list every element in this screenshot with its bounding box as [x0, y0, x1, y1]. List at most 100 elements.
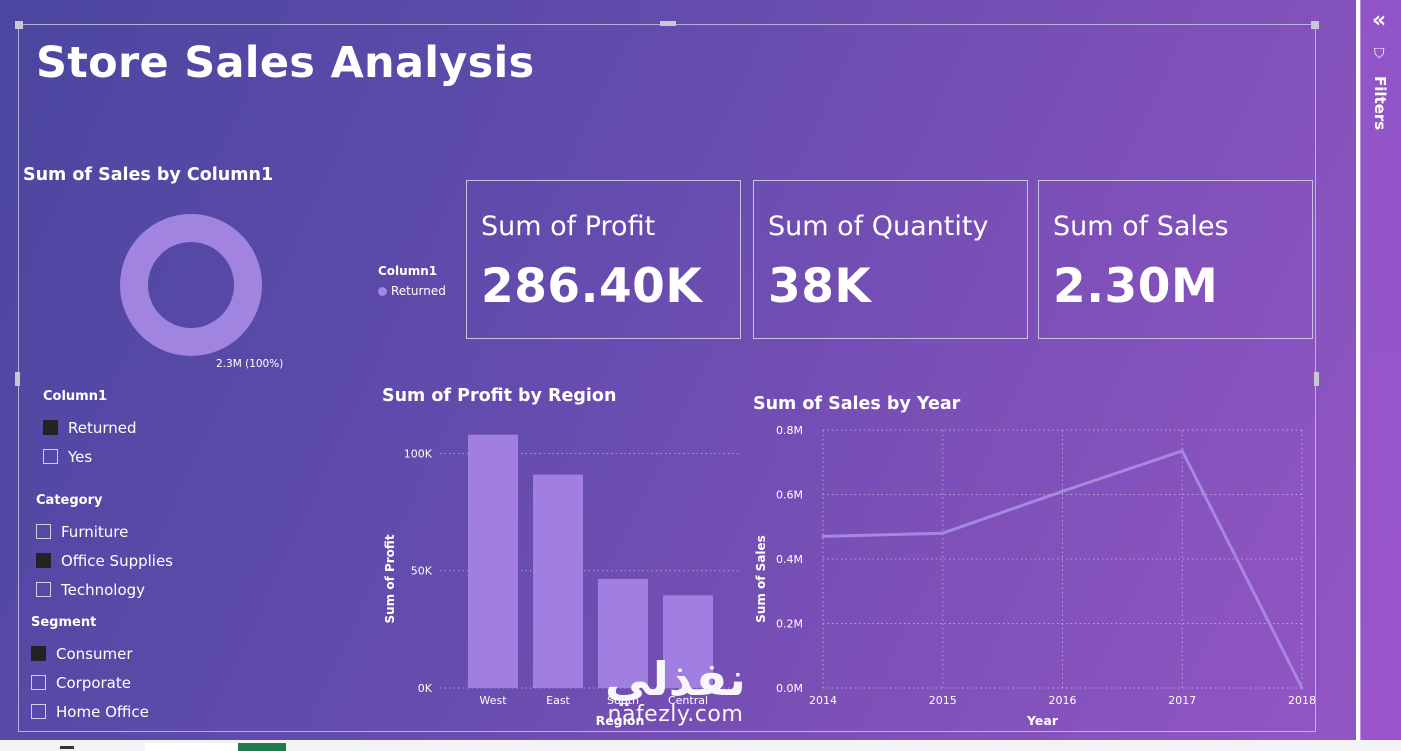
line-series-sum-of-sales[interactable] — [822, 449, 1304, 689]
slicer-item-label: Corporate — [56, 673, 131, 692]
donut-slice-returned — [120, 214, 262, 356]
slicer-item-label: Home Office — [56, 702, 149, 721]
checkbox-checked-icon[interactable] — [31, 646, 46, 661]
line-y-tick-label: 0.8M — [776, 424, 803, 437]
watermark-arabic: نفذلي — [605, 652, 746, 706]
line-x-tick-label: 2016 — [1049, 694, 1077, 707]
line-x-tick-label: 2014 — [809, 694, 837, 707]
bar-x-tick-label: South — [607, 694, 639, 707]
slicer-item-label: Returned — [68, 418, 137, 437]
donut-chart-title: Sum of Sales by Column1 — [23, 165, 274, 185]
card-value: 286.40K — [481, 259, 703, 314]
line-x-tick-label: 2017 — [1168, 694, 1196, 707]
slicer-item-home-office[interactable]: Home Office — [31, 697, 149, 726]
legend-item[interactable]: Returned — [378, 284, 446, 298]
slicer-item-label: Consumer — [56, 644, 133, 663]
bar-south[interactable] — [598, 578, 648, 688]
legend-title: Column1 — [378, 264, 438, 278]
collapse-chevron-icon[interactable]: « — [1372, 8, 1387, 33]
line-point-2015 — [941, 531, 945, 535]
resize-handle-top[interactable] — [660, 21, 676, 26]
report-title: Store Sales Analysis — [36, 38, 535, 88]
watermark-latin: nafezly.com — [607, 702, 744, 727]
slicer-column1: Column1 Returned Yes — [43, 389, 137, 471]
bar-chart[interactable]: 0K 50K 100K West East South Central Region Sum o… — [370, 420, 750, 735]
line-x-tick-label: 2015 — [929, 694, 957, 707]
report-canvas: Store Sales Analysis Sum of Sales by Col… — [0, 0, 1356, 740]
card-sum-of-sales[interactable]: Sum of Sales 2.30M — [1038, 180, 1313, 339]
line-y-tick-label: 0.0M — [776, 682, 803, 695]
bar-y-tick-label: 100K — [404, 447, 433, 460]
resize-handle-corner-tl[interactable] — [15, 21, 23, 29]
slicer-item-yes[interactable]: Yes — [43, 442, 137, 471]
bar-y-tick-label: 50K — [411, 565, 433, 578]
filters-pane-divider — [1360, 0, 1361, 740]
bar-x-tick-label: West — [479, 694, 507, 707]
line-x-axis-title: Year — [1026, 713, 1059, 728]
slicer-item-label: Office Supplies — [61, 551, 174, 570]
donut-chart[interactable] — [120, 210, 280, 370]
checkbox-icon[interactable] — [31, 704, 46, 719]
line-y-tick-label: 0.4M — [776, 553, 803, 566]
line-point-2018 — [1300, 686, 1304, 690]
legend-item-label: Returned — [391, 284, 446, 298]
donut-data-label: 2.3M (100%) — [216, 358, 284, 370]
slicer-item-label: Yes — [68, 447, 93, 466]
card-value: 38K — [768, 259, 872, 314]
add-page-tab[interactable] — [238, 743, 286, 751]
bar-chart-title: Sum of Profit by Region — [382, 386, 617, 406]
line-chart[interactable]: 0.0M 0.2M 0.4M 0.6M 0.8M 2014 2015 2016 2017 2018… — [745, 420, 1315, 735]
slicer-item-corporate[interactable]: Corporate — [31, 668, 149, 697]
line-y-tick-label: 0.2M — [776, 618, 803, 631]
watermark: نفذلي nafezly.com — [605, 655, 746, 727]
slicer-item-office-supplies[interactable]: Office Supplies — [36, 546, 173, 575]
donut-legend: Column1 Returned — [378, 264, 446, 298]
bar-central[interactable] — [663, 595, 713, 688]
resize-handle-right[interactable] — [1314, 372, 1319, 386]
card-sum-of-quantity[interactable]: Sum of Quantity 38K — [753, 180, 1028, 339]
page-tab[interactable] — [145, 743, 237, 751]
slicer-item-consumer[interactable]: Consumer — [31, 639, 149, 668]
line-point-2014 — [821, 534, 825, 538]
bar-x-tick-label: Central — [668, 694, 708, 707]
legend-dot-icon — [378, 286, 387, 296]
bar-x-axis-title: Region — [596, 713, 645, 728]
checkbox-checked-icon[interactable] — [43, 420, 58, 435]
slicer-item-furniture[interactable]: Furniture — [36, 517, 173, 546]
checkbox-icon[interactable] — [36, 582, 51, 597]
line-x-tick-label: 2018 — [1288, 694, 1315, 707]
line-point-2017 — [1180, 449, 1184, 453]
slicer-segment: Segment Consumer Corporate Home Office — [31, 615, 149, 726]
bar-west[interactable] — [468, 434, 518, 688]
page-tab-bar — [0, 740, 1401, 751]
filters-pane[interactable]: « ⛉ Filters — [1360, 0, 1401, 740]
slicer-item-returned[interactable]: Returned — [43, 413, 137, 442]
line-y-axis-title: Sum of Sales — [754, 535, 768, 623]
card-sum-of-profit[interactable]: Sum of Profit 286.40K — [466, 180, 741, 339]
checkbox-icon[interactable] — [36, 524, 51, 539]
filters-pane-label[interactable]: Filters — [1371, 76, 1389, 131]
card-title: Sum of Quantity — [768, 211, 989, 242]
bar-y-tick-label: 0K — [418, 682, 433, 695]
resize-handle-corner-tr[interactable] — [1311, 21, 1319, 29]
slicer-title: Category — [36, 493, 103, 508]
bar-east[interactable] — [533, 474, 583, 688]
tab-bar-mark — [60, 746, 74, 749]
slicer-title: Segment — [31, 615, 97, 630]
slicer-item-technology[interactable]: Technology — [36, 575, 173, 604]
checkbox-checked-icon[interactable] — [36, 553, 51, 568]
checkbox-icon[interactable] — [31, 675, 46, 690]
filter-funnel-icon[interactable]: ⛉ — [1374, 46, 1385, 62]
line-chart-title: Sum of Sales by Year — [753, 394, 961, 414]
resize-handle-left[interactable] — [15, 372, 20, 386]
slicer-item-label: Furniture — [61, 522, 129, 541]
bar-y-axis-title: Sum of Profit — [383, 534, 397, 623]
bar-x-tick-label: East — [546, 694, 570, 707]
card-value: 2.30M — [1053, 259, 1219, 314]
checkbox-icon[interactable] — [43, 449, 58, 464]
line-y-tick-label: 0.6M — [776, 489, 803, 502]
slicer-category: Category Furniture Office Supplies Techn… — [36, 493, 173, 604]
card-title: Sum of Sales — [1053, 211, 1229, 242]
slicer-title: Column1 — [43, 389, 108, 404]
card-title: Sum of Profit — [481, 211, 656, 242]
